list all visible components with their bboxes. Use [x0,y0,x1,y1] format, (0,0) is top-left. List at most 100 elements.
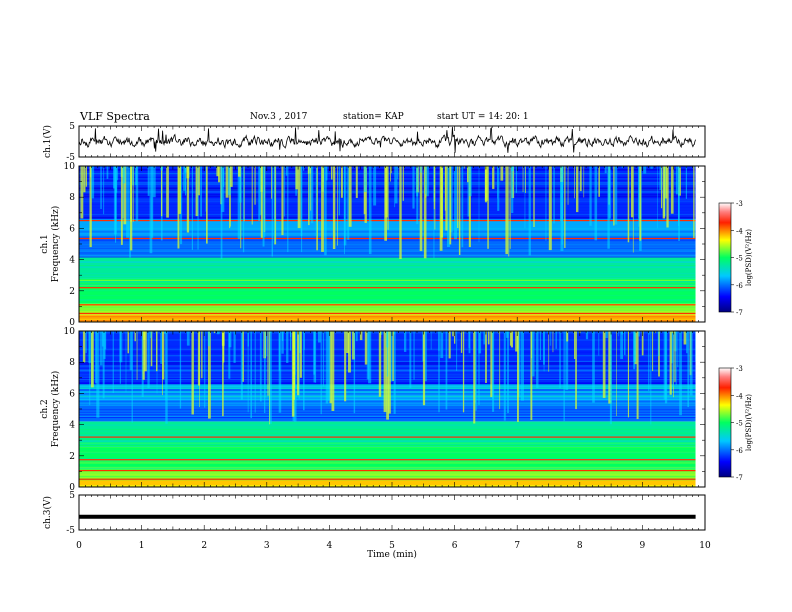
spectrogram-vline [483,331,486,345]
spectrogram-vline [299,331,302,378]
spectrogram-vline [162,331,163,396]
spectrogram-vline [666,166,669,228]
spectrogram-vline [583,166,585,198]
spectrogram-vline [579,166,582,192]
spectrogram-vline [679,331,682,416]
spectrogram-vline [422,331,426,406]
spectrogram-vline [616,331,617,417]
spectrogram-vline [505,166,508,255]
spectrogram-vline [389,331,393,382]
spectrogram-vline [242,331,244,382]
spectrogram-vline [439,166,443,251]
spectrogram-vline [618,331,619,337]
spectrogram-vline [364,331,368,365]
spectrogram-vline [144,331,147,372]
spectrogram-vline [324,166,327,256]
spectrogram-hline [79,277,696,279]
spectrogram-vline [240,331,243,400]
spectrogram-vline [156,331,158,372]
spectrogram-vline [208,331,211,419]
spectrogram-hline [79,466,696,468]
spectrogram-vline [393,331,395,335]
spectrogram-vline [671,331,675,333]
spectrogram-vline [524,166,526,229]
spectrogram-vline [179,331,182,409]
spectrogram-vline [178,166,181,214]
spectrogram-vline [517,331,521,398]
spectrogram-hline [79,284,696,286]
spectrogram-hline [79,240,696,242]
spectrogram-vline [242,166,245,253]
spectrogram-vline [447,166,451,247]
spectrogram-vline [327,331,331,401]
spectrogram-band [79,443,696,469]
colorbar-label: log(PSD)(V²/Hz) [745,229,753,286]
spectrogram-tone-line [79,287,696,289]
spectrogram-vline [368,166,372,255]
spectrogram-vline [287,166,289,253]
spectrogram-hline [79,306,696,308]
spectrogram-vline [149,331,152,339]
spectrogram-vline [262,166,265,247]
x-axis-label: Time (min) [367,549,417,560]
ch1-waveform-line [78,126,696,153]
spectrogram-vline [126,166,129,238]
spectrogram-vline [269,331,272,424]
spectrogram-vline [112,331,114,394]
spectrogram-vline [318,331,321,343]
spectrogram-vline [548,331,550,372]
x-tick-label: 10 [699,541,711,551]
spectrogram-vline [575,331,577,410]
spectrogram-hline [79,281,696,283]
spectrogram-vline [648,331,650,335]
spectrogram-vline [207,331,211,347]
spectrogram-vline [201,331,203,379]
y-axis-label: ch.2 [40,399,50,418]
spectrogram-vline [448,331,451,359]
spectrogram-hline [79,261,696,263]
spectrogram-vline [487,331,490,345]
spectrogram-vline [545,166,547,241]
spectrogram-hline [79,276,696,278]
spectrogram-vline [147,331,150,389]
spectrogram-vline [438,331,440,413]
spectrogram-vline [102,331,105,399]
spectrogram-vline [237,166,241,239]
spectrogram-vline [200,166,202,217]
spectrogram-vline [180,166,183,245]
spectrogram-vline [205,166,207,212]
spectrogram-hline [79,231,696,233]
spectrogram-vline [394,166,398,204]
spectrogram-vline [130,166,133,251]
spectrogram-vline [310,166,314,224]
spectrogram-vline [314,331,317,383]
spectrogram-vline [352,331,355,360]
spectrogram-vline [467,166,469,183]
spectrogram-vline [230,166,231,227]
spectrogram-hline [79,423,696,425]
spectrogram-vline [419,166,423,252]
spectrogram-vline [509,166,511,249]
spectrogram-vline [528,166,531,256]
spectrogram-vline [484,166,488,201]
spectrogram-vline [308,166,312,220]
spectrogram-vline [315,166,317,236]
spectrogram-vline [515,166,517,193]
y-axis-label: Frequency (kHz) [50,371,61,448]
spectrogram-vline [638,166,639,219]
spectrogram-vline [204,331,206,408]
spectrogram-hline [79,252,696,254]
spectrogram-vline [424,331,427,382]
spectrogram-vline [264,331,266,413]
spectrogram-vline [390,166,392,174]
x-tick-label: 6 [452,541,458,551]
spectrogram-hline [79,272,696,275]
spectrogram-vline [221,166,225,212]
y-tick-label: 5 [69,122,75,132]
spectrogram-vline [404,331,407,352]
spectrogram-vline [135,166,138,186]
spectrogram-vline [303,331,305,411]
spectrogram-blank [695,331,705,487]
spectrogram-vline [420,166,422,173]
spectrogram-vline [325,331,329,404]
